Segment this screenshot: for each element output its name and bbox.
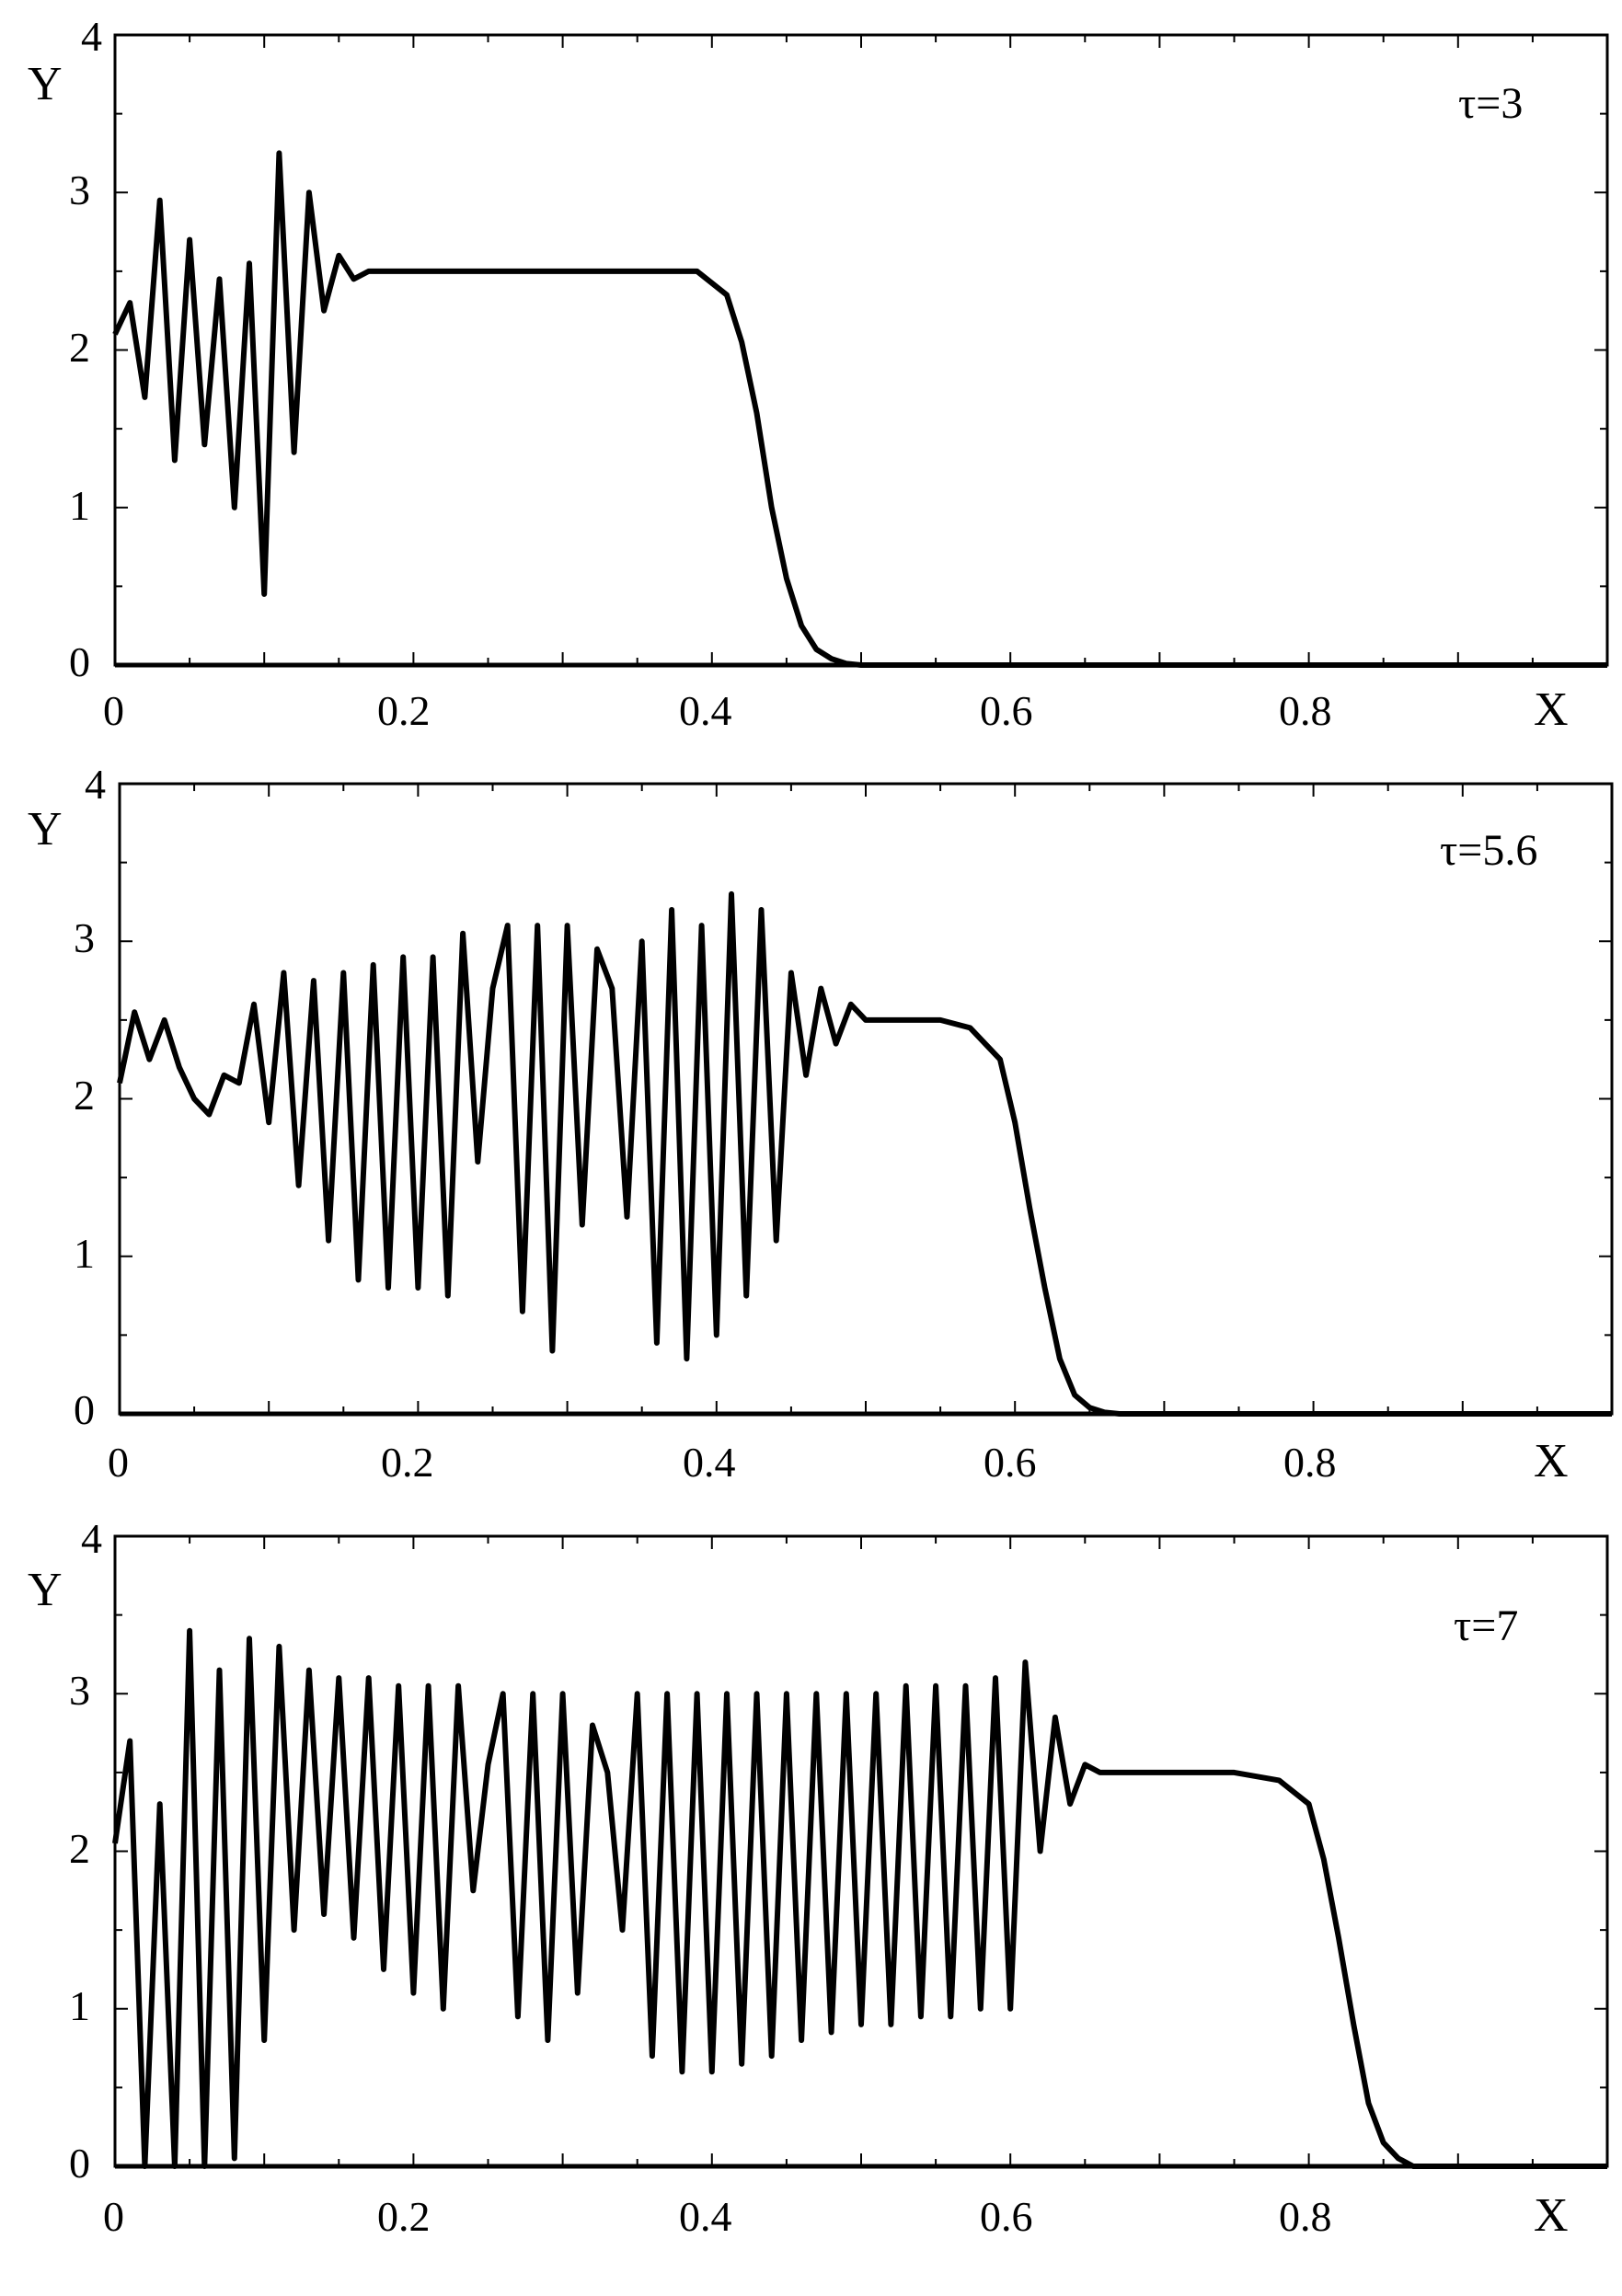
x-tick-label: 0 <box>103 687 124 734</box>
x-tick-label: 0.8 <box>1279 687 1332 734</box>
x-tick-label: 0 <box>108 1439 129 1486</box>
y-axis-label: Y <box>28 1564 63 1616</box>
x-axis-label: X <box>1534 683 1569 736</box>
x-tick-label: 0.4 <box>679 2193 732 2240</box>
y-tick-labels: 0 1 2 3 4 <box>69 13 102 685</box>
x-tick-label: 0.2 <box>377 2193 431 2240</box>
y-tick-label: 2 <box>69 1825 90 1872</box>
tau-annotation: τ=7 <box>1454 1601 1518 1650</box>
x-tick-label: 0.6 <box>980 687 1033 734</box>
x-tick-label: 0.4 <box>679 687 732 734</box>
chart-panel-tau-5-6: Y X τ=5.6 0 1 2 3 4 0 0.2 0.4 0.6 0.8 <box>28 761 1614 1487</box>
y-tick-label: 1 <box>69 482 90 529</box>
y-axis-label: Y <box>28 58 63 110</box>
y-tick-labels: 0 1 2 3 4 <box>74 761 106 1433</box>
y-axis-label: Y <box>28 803 63 855</box>
data-series-line <box>112 1627 1607 2169</box>
y-tick-label: 4 <box>81 13 102 60</box>
y-tick-label: 0 <box>69 638 90 685</box>
plot-frame <box>113 33 1609 667</box>
x-tick-labels: 0 0.2 0.4 0.6 0.8 <box>103 687 1332 734</box>
plot-frame <box>118 782 1614 1416</box>
x-tick-labels: 0 0.2 0.4 0.6 0.8 <box>108 1439 1337 1486</box>
y-tick-label: 2 <box>69 324 90 371</box>
tau-annotation: τ=3 <box>1458 79 1523 128</box>
y-tick-label: 3 <box>69 166 90 213</box>
x-tick-label: 0.4 <box>683 1439 736 1486</box>
y-tick-label: 0 <box>74 1386 95 1433</box>
x-tick-label: 0.6 <box>984 1439 1037 1486</box>
chart-panel-tau-7: Y X τ=7 0 1 2 3 4 0 0.2 0.4 0.6 0.8 <box>28 1515 1609 2242</box>
data-series-line <box>117 890 1612 1417</box>
x-tick-label: 0.8 <box>1283 1439 1337 1486</box>
y-tick-label: 3 <box>69 1667 90 1714</box>
x-tick-label: 0 <box>103 2193 124 2240</box>
plot-frame <box>113 1534 1609 2168</box>
x-tick-label: 0.2 <box>377 687 431 734</box>
chart-panel-tau-3: Y X τ=3 0 1 2 3 4 0 0.2 0.4 0.6 0.8 <box>28 13 1609 736</box>
tau-annotation: τ=5.6 <box>1440 826 1537 875</box>
y-tick-label: 1 <box>69 1982 90 2029</box>
x-axis-label: X <box>1534 2189 1569 2242</box>
x-tick-label: 0.8 <box>1279 2193 1332 2240</box>
y-tick-labels: 0 1 2 3 4 <box>69 1515 102 2187</box>
y-tick-label: 2 <box>74 1072 95 1119</box>
y-tick-label: 3 <box>74 914 95 961</box>
y-tick-label: 0 <box>69 2140 90 2187</box>
x-tick-label: 0.6 <box>980 2193 1033 2240</box>
y-tick-label: 4 <box>85 761 106 808</box>
x-tick-label: 0.2 <box>381 1439 434 1486</box>
y-tick-label: 1 <box>74 1230 95 1277</box>
x-axis-label: X <box>1534 1435 1569 1487</box>
x-tick-labels: 0 0.2 0.4 0.6 0.8 <box>103 2193 1332 2240</box>
y-tick-label: 4 <box>81 1515 102 1562</box>
data-series-line <box>112 150 1607 668</box>
